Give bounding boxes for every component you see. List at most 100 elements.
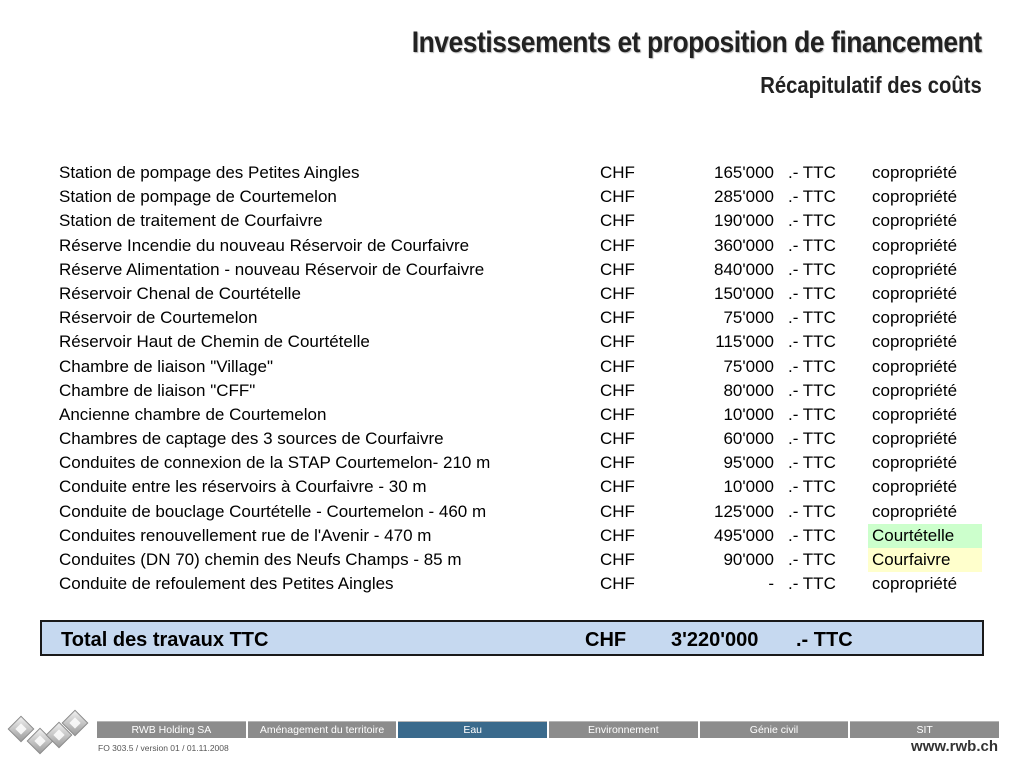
row-note: copropriété <box>872 477 958 497</box>
row-note: copropriété <box>872 211 958 231</box>
nav-item-rwb-holding-sa[interactable]: RWB Holding SA <box>97 721 246 738</box>
total-suffix: .- TTC <box>796 629 853 651</box>
row-amount: 125'000 <box>714 501 774 521</box>
row-currency: CHF <box>600 429 635 449</box>
row-suffix: .- TTC <box>788 308 836 328</box>
row-suffix: .- TTC <box>788 574 836 594</box>
row-amount: 165'000 <box>714 163 774 182</box>
row-label: Station de pompage des Petites Aingles <box>59 163 360 182</box>
row-note: Courfaivre <box>868 548 982 572</box>
row-note: copropriété <box>872 187 958 207</box>
table-row: Station de traitement de Courfaivre CHF 19… <box>0 209 1024 233</box>
row-amount: 285'000 <box>714 187 774 207</box>
row-note: Courtételle <box>868 523 982 548</box>
row-label: Réserve Alimentation - nouveau Réservoir… <box>59 259 485 279</box>
table-row: Conduites de connexion de la STAP Courte… <box>0 451 1024 475</box>
row-note: copropriété <box>872 235 958 255</box>
row-suffix: .- TTC <box>788 404 836 424</box>
row-currency: CHF <box>600 163 635 182</box>
row-label: Ancienne chambre de Courtemelon <box>59 404 327 424</box>
row-note: copropriété <box>872 404 958 424</box>
row-suffix: .- TTC <box>788 332 836 352</box>
row-amount: - <box>768 574 774 594</box>
row-label: Chambres de captage des 3 sources de Cou… <box>59 429 444 449</box>
row-amount: 80'000 <box>723 380 774 400</box>
nav-item-sit[interactable]: SIT <box>850 721 1000 738</box>
row-amount: 495'000 <box>714 525 774 545</box>
page-subtitle: Récapitulatif des coûts <box>760 72 982 98</box>
row-label: Conduites renouvellement rue de l'Avenir… <box>59 525 432 545</box>
row-note: copropriété <box>872 259 958 279</box>
row-amount: 190'000 <box>714 211 774 231</box>
row-currency: CHF <box>600 211 635 231</box>
row-label: Réservoir Chenal de Courtételle <box>59 283 301 303</box>
table-row: Réservoir Chenal de Courtételle CHF 150'00… <box>0 282 1024 306</box>
row-currency: CHF <box>600 283 635 303</box>
row-note: copropriété <box>872 380 958 400</box>
row-label: Chambre de liaison "Village" <box>59 356 273 376</box>
row-currency: CHF <box>600 477 635 497</box>
row-suffix: .- TTC <box>788 453 836 473</box>
row-amount: 10'000 <box>723 477 774 497</box>
row-currency: CHF <box>600 404 635 424</box>
row-label: Conduites (DN 70) chemin des Neufs Champ… <box>59 550 462 569</box>
table-row: Conduite entre les réservoirs à Courfaiv… <box>0 475 1024 499</box>
row-label: Conduite de refoulement des Petites Aing… <box>59 574 394 594</box>
row-note: copropriété <box>872 308 958 328</box>
row-label: Chambre de liaison "CFF" <box>59 380 256 400</box>
row-amount: 360'000 <box>714 235 774 255</box>
row-note: copropriété <box>872 429 958 449</box>
row-note: copropriété <box>872 283 958 303</box>
row-note: copropriété <box>872 574 958 594</box>
row-label: Réservoir de Courtemelon <box>59 308 258 328</box>
row-amount: 150'000 <box>714 283 774 303</box>
row-label: Station de traitement de Courfaivre <box>59 211 323 231</box>
row-label: Conduite entre les réservoirs à Courfaiv… <box>59 477 427 497</box>
table-row: Réservoir Haut de Chemin de Courtételle C… <box>0 330 1024 354</box>
total-currency: CHF <box>585 629 627 651</box>
row-suffix: .- TTC <box>788 259 836 279</box>
total-amount: 3'220'000 <box>671 629 759 651</box>
row-currency: CHF <box>600 308 635 328</box>
document-reference: FO 303.5 / version 01 / 01.11.2008 <box>98 743 229 753</box>
nav-item-genie-civil[interactable]: Génie civil <box>699 721 849 738</box>
table-row: Conduites (DN 70) chemin des Neufs Champ… <box>0 548 1024 572</box>
rwb-cubes-logo-icon <box>7 709 89 755</box>
row-currency: CHF <box>600 187 635 207</box>
row-amount: 10'000 <box>723 404 774 424</box>
row-suffix: .- TTC <box>788 429 836 449</box>
page-title: Investissements et proposition de financ… <box>412 26 982 59</box>
row-amount: 60'000 <box>723 429 774 449</box>
table-row: Chambres de captage des 3 sources de Cou… <box>0 427 1024 451</box>
row-amount: 840'000 <box>714 259 774 279</box>
row-suffix: .- TTC <box>788 356 836 376</box>
footer-nav: RWB Holding SA Aménagement du territoire E… <box>97 721 1000 738</box>
table-row: Station de pompage des Petites Aingles CH… <box>0 161 1024 185</box>
row-currency: CHF <box>600 453 635 473</box>
row-label: Réserve Incendie du nouveau Réservoir de… <box>59 235 470 255</box>
row-label: Station de pompage de Courtemelon <box>59 187 337 207</box>
row-label: Conduites de connexion de la STAP Courte… <box>59 453 491 473</box>
row-suffix: .- TTC <box>788 501 836 521</box>
row-note: copropriété <box>872 501 958 521</box>
row-currency: CHF <box>600 356 635 376</box>
row-label: Réservoir Haut de Chemin de Courtételle <box>59 332 370 352</box>
row-suffix: .- TTC <box>788 187 836 207</box>
row-suffix: .- TTC <box>788 477 836 497</box>
row-suffix: .- TTC <box>788 525 836 545</box>
row-amount: 75'000 <box>723 308 774 328</box>
row-amount: 90'000 <box>723 550 774 569</box>
table-row: Ancienne chambre de Courtemelon CHF 10'000… <box>0 403 1024 427</box>
row-amount: 95'000 <box>723 453 774 473</box>
table-row: Conduites renouvellement rue de l'Avenir… <box>0 523 1024 548</box>
nav-item-eau[interactable]: Eau <box>398 721 548 738</box>
table-row: Réservoir de Courtemelon CHF 75'000 .- TTC c… <box>0 306 1024 330</box>
row-currency: CHF <box>600 574 635 594</box>
nav-item-environnement[interactable]: Environnement <box>549 721 698 738</box>
nav-item-amenagement-du-territoire[interactable]: Aménagement du territoire <box>247 721 397 738</box>
total-row: Total des travaux TTC CHF 3'220'000 .- T… <box>40 620 984 656</box>
row-currency: CHF <box>600 550 635 569</box>
row-note: copropriété <box>872 163 958 182</box>
row-currency: CHF <box>600 525 635 545</box>
website-link[interactable]: www.rwb.ch <box>911 738 998 755</box>
